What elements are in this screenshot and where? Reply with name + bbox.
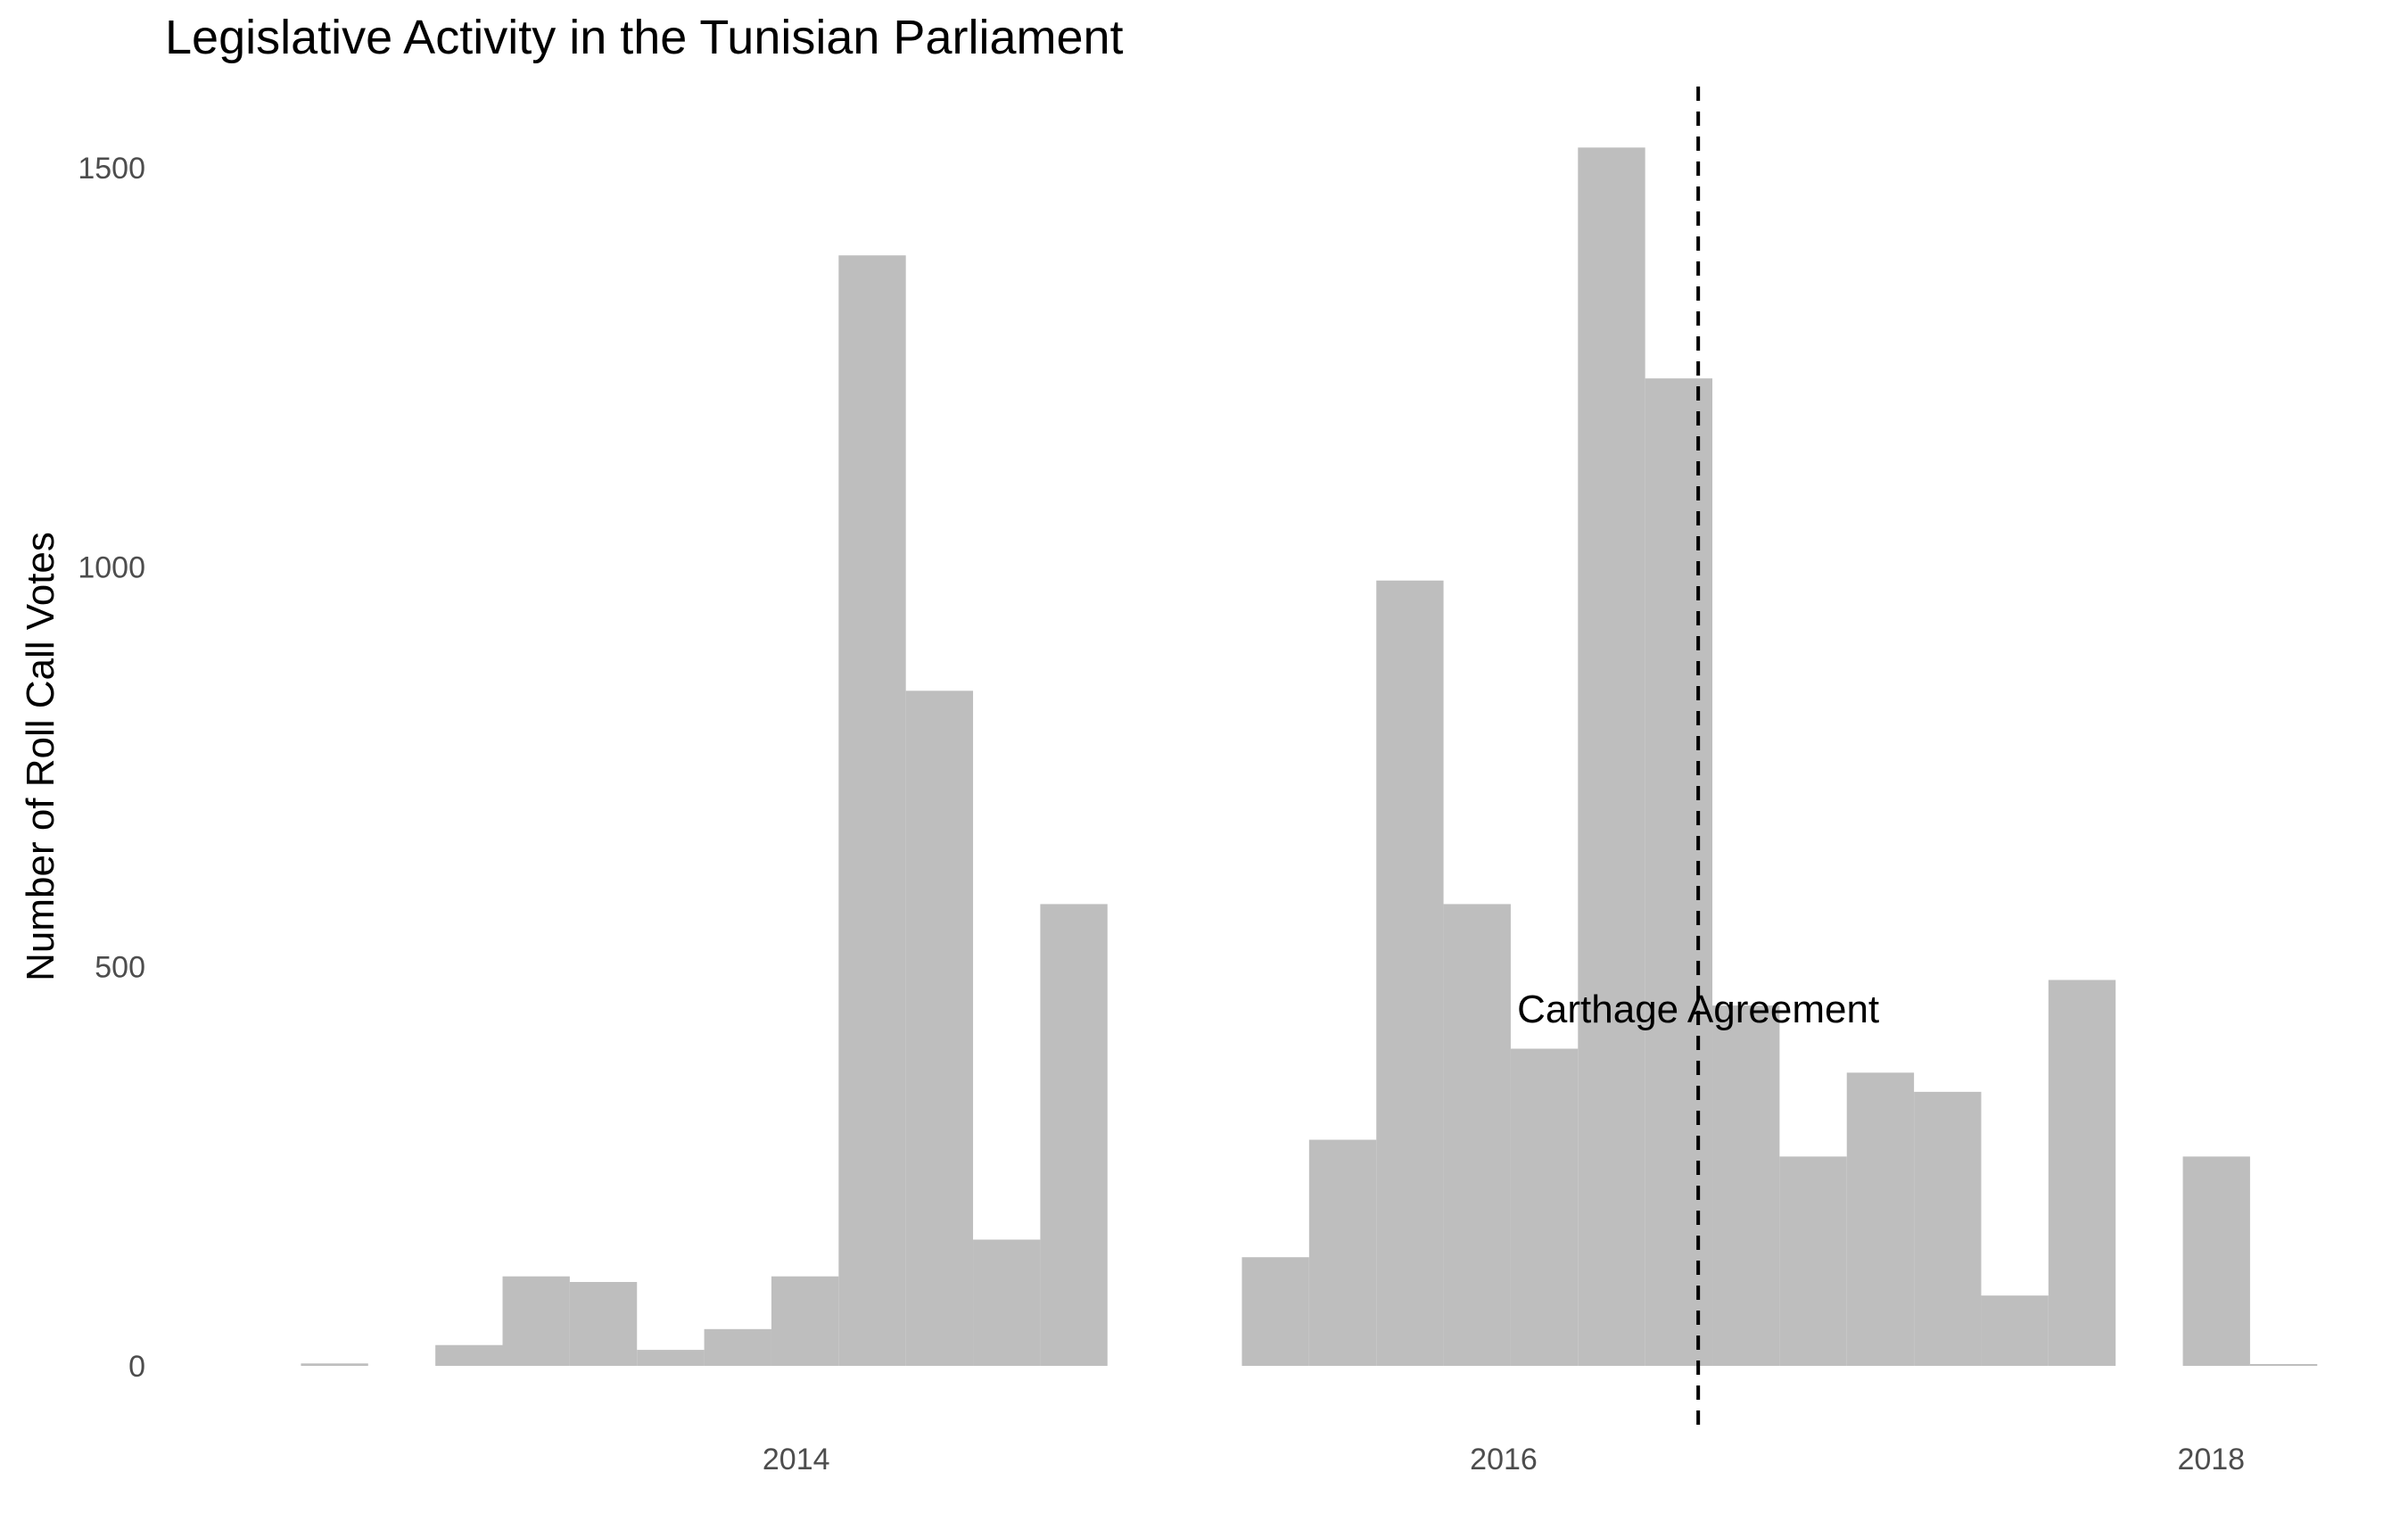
histogram-bar	[1779, 1156, 1847, 1366]
histogram-bar	[2048, 980, 2116, 1366]
histogram-bar	[435, 1344, 503, 1366]
histogram-bar	[1914, 1091, 1982, 1366]
y-tick-label: 0	[128, 1350, 145, 1384]
histogram-bar	[569, 1281, 638, 1366]
histogram-bar	[301, 1363, 368, 1366]
histogram-bar	[1510, 1048, 1579, 1366]
histogram-bar	[502, 1276, 570, 1366]
x-tick-label: 2016	[1470, 1443, 1538, 1476]
histogram-bar	[637, 1350, 705, 1366]
bars	[301, 147, 2318, 1366]
histogram-bar	[1308, 1139, 1377, 1366]
y-tick-label: 1000	[78, 551, 145, 585]
histogram-bar	[2182, 1156, 2250, 1366]
x-axis-ticks: 2014 2016 2018	[763, 1443, 2245, 1476]
histogram-bar	[771, 1276, 839, 1366]
histogram-bar	[1981, 1295, 2049, 1366]
histogram-bar	[1241, 1257, 1309, 1366]
histogram-bar	[1712, 1005, 1780, 1366]
histogram-bar	[1578, 147, 1645, 1366]
histogram-bar	[905, 691, 974, 1366]
x-tick-label: 2014	[763, 1443, 830, 1476]
x-tick-label: 2018	[2177, 1443, 2245, 1476]
y-tick-label: 500	[95, 950, 145, 984]
chart-title: Legislative Activity in the Tunisian Par…	[165, 11, 1124, 64]
y-tick-label: 1500	[78, 152, 145, 186]
carthage-agreement-label: Carthage Agreement	[1517, 988, 1879, 1031]
histogram-bar	[2249, 1364, 2318, 1366]
y-axis-label: Number of Roll Call Votes	[19, 532, 62, 981]
histogram-bar	[704, 1328, 771, 1366]
histogram-bar	[1443, 904, 1511, 1366]
histogram-bar	[1645, 378, 1713, 1366]
histogram-bar	[838, 255, 906, 1366]
histogram-bar	[1040, 904, 1108, 1366]
histogram-bar	[1846, 1072, 1915, 1366]
histogram-bar	[973, 1239, 1041, 1366]
histogram-bar	[1376, 580, 1444, 1366]
y-axis-ticks: 0 500 1000 1500	[78, 152, 145, 1384]
